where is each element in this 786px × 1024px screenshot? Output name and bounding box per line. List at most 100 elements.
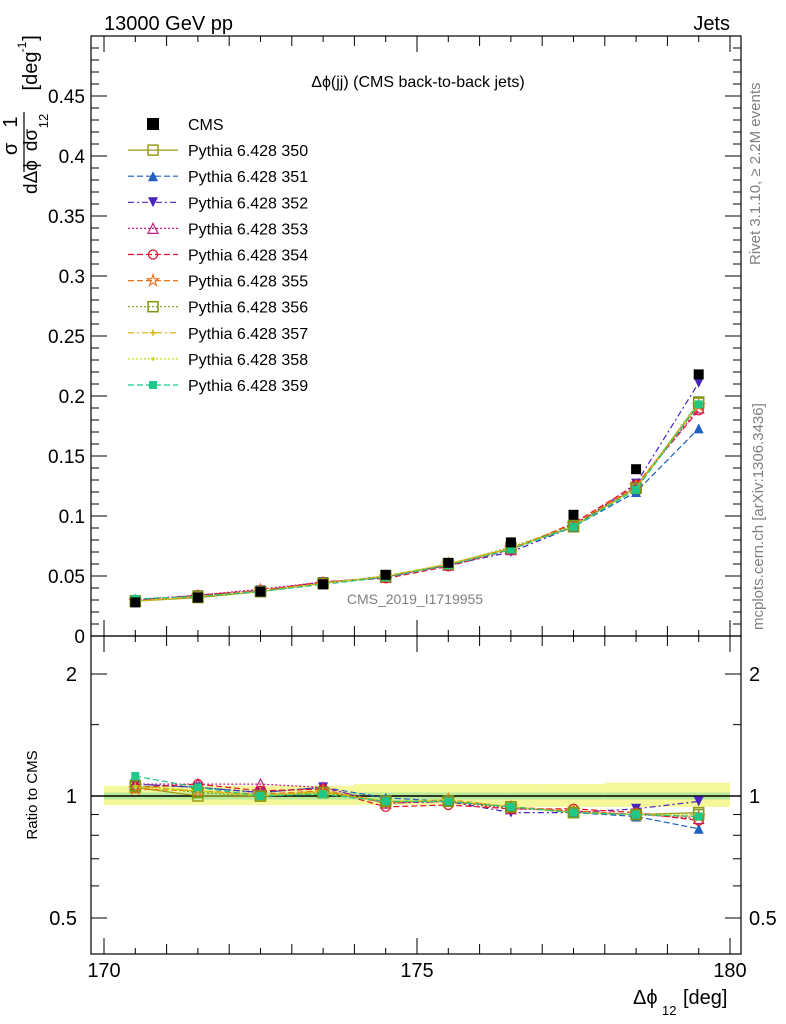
- svg-text:dΔϕ: dΔϕ: [21, 160, 42, 194]
- legend-label: Pythia 6.428 355: [188, 274, 308, 291]
- legend-marker: [147, 222, 159, 234]
- series-line: [135, 427, 700, 601]
- svg-text:12: 12: [662, 1003, 676, 1018]
- legend-item: Pythia 6.428 353: [128, 221, 308, 238]
- legend-marker: [148, 197, 158, 208]
- legend-marker: [147, 118, 159, 130]
- legend-item: Pythia 6.428 354: [128, 248, 308, 265]
- series-pythia-6-428-354: [130, 405, 704, 607]
- legend-marker: [147, 144, 159, 156]
- data-point: [631, 464, 642, 475]
- header-left-title: 13000 GeV pp: [104, 13, 233, 35]
- svg-text:]: ]: [20, 35, 42, 41]
- ratio-point: [506, 802, 515, 811]
- ratio-point: [694, 812, 703, 821]
- legend: CMS Pythia 6.428 350 Pythia 6.428 351 Pythi…: [128, 117, 308, 395]
- legend-label: Pythia 6.428 351: [188, 169, 308, 186]
- legend-item: Pythia 6.428 357: [128, 326, 308, 343]
- y-tick-label: 0.1: [59, 507, 85, 528]
- svg-text:Δϕ: Δϕ: [633, 987, 658, 1009]
- y-tick-label: 0.2: [59, 387, 85, 408]
- legend-marker: [149, 381, 157, 389]
- data-point: [443, 557, 454, 568]
- legend-marker: [150, 329, 156, 336]
- x-tick-label: 175: [400, 960, 433, 982]
- y-tick-label: 0: [74, 627, 85, 648]
- ratio-series: [127, 772, 707, 834]
- data-point: [380, 569, 391, 580]
- mcplots-label: mcplots.cern.ch [arXiv:1306.3436]: [750, 403, 767, 630]
- svg-text:12: 12: [36, 114, 51, 128]
- ratio-tick-label: 2: [66, 664, 77, 686]
- legend-item: Pythia 6.428 352: [128, 195, 308, 212]
- y-tick-label: 0.35: [48, 207, 85, 228]
- data-point: [632, 485, 641, 494]
- legend-item: Pythia 6.428 356: [128, 300, 308, 317]
- x-axis-label: Δϕ 12 [deg]: [633, 987, 727, 1018]
- rivet-label: Rivet 3.1.10, ≥ 2.2M events: [747, 83, 764, 266]
- data-point: [318, 579, 329, 590]
- y-tick-label: 0.05: [48, 567, 85, 588]
- data-point: [192, 592, 203, 603]
- y-axis-label: 1 σ dσ dΔϕ 12 [deg -1 ]: [0, 35, 51, 194]
- legend-marker: [151, 357, 155, 361]
- y-tick-label: 0.4: [59, 147, 86, 168]
- data-point: [506, 545, 515, 554]
- legend-label: CMS: [188, 117, 224, 134]
- legend-item: Pythia 6.428 350: [128, 143, 308, 160]
- series-line: [135, 404, 700, 600]
- data-point: [505, 537, 516, 548]
- ratio-tick-label: 1: [749, 786, 760, 808]
- svg-text:dσ: dσ: [21, 129, 42, 152]
- series-cms: [130, 369, 704, 608]
- data-point: [569, 522, 578, 531]
- svg-text:[deg: [deg: [20, 52, 42, 91]
- legend-label: Pythia 6.428 352: [188, 195, 308, 212]
- svg-text:σ: σ: [0, 142, 22, 155]
- ratio-tick-label: 0.5: [49, 908, 77, 930]
- ratio-point: [319, 790, 328, 799]
- ratio-point: [256, 792, 265, 800]
- ratio-line: [135, 775, 699, 818]
- legend-label: Pythia 6.428 354: [188, 248, 308, 265]
- legend-marker: [145, 272, 161, 287]
- ratio-point: [444, 797, 453, 806]
- legend-label: Pythia 6.428 358: [188, 352, 308, 369]
- svg-text:[deg]: [deg]: [683, 987, 727, 1009]
- legend-marker: [148, 171, 158, 182]
- legend-item: Pythia 6.428 355: [128, 272, 308, 291]
- ratio-line: [135, 783, 699, 814]
- data-point: [255, 586, 266, 597]
- data-point: [693, 423, 704, 434]
- svg-text:-1: -1: [15, 41, 29, 52]
- y-tick-label: 0.25: [48, 327, 85, 348]
- header-right-title: Jets: [693, 13, 730, 35]
- x-tick-label: 180: [713, 960, 746, 982]
- ratio-series-pythia-6-428-359: [131, 772, 703, 821]
- ratio-point: [193, 783, 202, 792]
- data-point: [693, 369, 704, 380]
- series-pythia-6-428-353: [129, 401, 705, 606]
- series-pythia-6-428-351: [130, 423, 704, 605]
- axes: 0 0.05 0.1 0.15 0.2 0.25 0.3 0.35 0.4 0.45 170 175 1…: [48, 36, 777, 982]
- x-tick-label: 170: [87, 960, 120, 982]
- ratio-y-axis-label: Ratio to CMS: [24, 750, 41, 839]
- data-point: [130, 597, 141, 608]
- svg-text:1: 1: [0, 116, 22, 127]
- legend-marker: [147, 300, 159, 313]
- ratio-point: [632, 810, 641, 819]
- y-tick-label: 0.3: [59, 267, 85, 288]
- legend-label: Pythia 6.428 350: [188, 143, 308, 160]
- data-point: [694, 400, 703, 409]
- legend-marker: [147, 249, 159, 260]
- ratio-point: [133, 785, 138, 790]
- series-line: [135, 410, 700, 602]
- data-series: [127, 369, 707, 608]
- ratio-tick-label: 1: [66, 786, 77, 808]
- legend-label: Pythia 6.428 356: [188, 300, 308, 317]
- ratio-point: [131, 772, 140, 781]
- legend-label: Pythia 6.428 359: [188, 378, 308, 395]
- series-line: [135, 382, 700, 601]
- y-tick-label: 0.15: [48, 447, 85, 468]
